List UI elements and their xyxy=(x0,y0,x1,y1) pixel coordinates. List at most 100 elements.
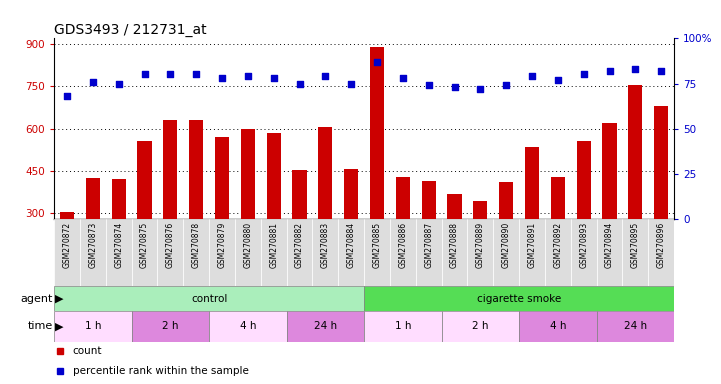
Bar xyxy=(131,219,157,286)
Text: GSM270890: GSM270890 xyxy=(502,222,510,268)
Bar xyxy=(293,169,306,219)
Point xyxy=(164,71,176,78)
Bar xyxy=(551,177,565,219)
Point xyxy=(371,59,383,65)
Bar xyxy=(519,311,596,342)
Text: GSM270873: GSM270873 xyxy=(89,222,97,268)
Bar xyxy=(86,178,100,219)
Text: GSM270891: GSM270891 xyxy=(528,222,536,268)
Bar xyxy=(183,219,209,286)
Point xyxy=(552,77,564,83)
Bar xyxy=(390,219,416,286)
Bar xyxy=(396,177,410,219)
Text: count: count xyxy=(73,346,102,356)
Point xyxy=(113,81,125,87)
Text: 2 h: 2 h xyxy=(162,321,179,331)
Text: agent: agent xyxy=(20,293,53,304)
Bar xyxy=(603,123,616,219)
Bar xyxy=(54,219,80,286)
Text: ▶: ▶ xyxy=(55,321,63,331)
Bar xyxy=(189,120,203,219)
Text: GSM270886: GSM270886 xyxy=(399,222,407,268)
Text: GSM270881: GSM270881 xyxy=(269,222,278,268)
Bar xyxy=(577,141,590,219)
Bar xyxy=(441,311,519,342)
Point xyxy=(500,82,512,88)
Point xyxy=(268,75,280,81)
Bar xyxy=(157,219,183,286)
Bar xyxy=(138,141,151,219)
Bar xyxy=(338,219,364,286)
Point xyxy=(474,86,486,92)
Bar xyxy=(499,182,513,219)
Bar xyxy=(493,219,519,286)
Text: GDS3493 / 212731_at: GDS3493 / 212731_at xyxy=(54,23,207,37)
Bar xyxy=(54,311,131,342)
Bar xyxy=(131,311,209,342)
Text: GSM270874: GSM270874 xyxy=(114,222,123,268)
Bar xyxy=(519,219,545,286)
Text: 24 h: 24 h xyxy=(624,321,647,331)
Point xyxy=(603,68,615,74)
Bar xyxy=(473,200,487,219)
Bar xyxy=(60,212,74,219)
Bar xyxy=(80,219,106,286)
Bar xyxy=(525,147,539,219)
Text: GSM270896: GSM270896 xyxy=(657,222,665,268)
Bar xyxy=(596,219,622,286)
Text: 24 h: 24 h xyxy=(314,321,337,331)
Bar xyxy=(235,219,261,286)
Bar xyxy=(448,194,461,219)
Bar xyxy=(422,181,435,219)
Bar xyxy=(312,219,338,286)
Bar xyxy=(370,47,384,219)
Text: 4 h: 4 h xyxy=(239,321,256,331)
Point xyxy=(578,71,590,78)
Text: GSM270893: GSM270893 xyxy=(579,222,588,268)
Bar xyxy=(344,169,358,219)
Point xyxy=(655,68,667,74)
Text: GSM270894: GSM270894 xyxy=(605,222,614,268)
Text: percentile rank within the sample: percentile rank within the sample xyxy=(73,366,249,376)
Text: 4 h: 4 h xyxy=(549,321,566,331)
Point xyxy=(629,66,641,72)
Bar xyxy=(209,311,286,342)
Text: GSM270875: GSM270875 xyxy=(140,222,149,268)
Bar xyxy=(628,85,642,219)
Point xyxy=(242,73,254,79)
Bar xyxy=(286,219,312,286)
Text: GSM270892: GSM270892 xyxy=(554,222,562,268)
Point xyxy=(190,71,202,78)
Bar xyxy=(654,106,668,219)
Bar xyxy=(261,219,286,286)
Text: GSM270895: GSM270895 xyxy=(631,222,640,268)
Text: GSM270882: GSM270882 xyxy=(295,222,304,268)
Text: cigarette smoke: cigarette smoke xyxy=(477,293,561,304)
Bar xyxy=(441,219,467,286)
Bar xyxy=(54,286,364,311)
Bar xyxy=(364,286,674,311)
Bar xyxy=(241,129,255,219)
Text: GSM270879: GSM270879 xyxy=(218,222,226,268)
Text: GSM270888: GSM270888 xyxy=(450,222,459,268)
Bar xyxy=(571,219,596,286)
Bar xyxy=(267,133,280,219)
Text: GSM270889: GSM270889 xyxy=(476,222,485,268)
Bar xyxy=(286,311,364,342)
Text: GSM270880: GSM270880 xyxy=(244,222,252,268)
Bar xyxy=(596,311,674,342)
Point xyxy=(87,79,99,85)
Text: GSM270883: GSM270883 xyxy=(321,222,329,268)
Text: GSM270885: GSM270885 xyxy=(373,222,381,268)
Bar xyxy=(112,179,125,219)
Text: 2 h: 2 h xyxy=(472,321,489,331)
Bar xyxy=(209,219,235,286)
Bar xyxy=(416,219,441,286)
Bar xyxy=(215,137,229,219)
Text: control: control xyxy=(191,293,227,304)
Point xyxy=(61,93,73,99)
Text: GSM270884: GSM270884 xyxy=(347,222,355,268)
Text: GSM270878: GSM270878 xyxy=(192,222,200,268)
Point xyxy=(345,81,357,87)
Point xyxy=(423,82,435,88)
